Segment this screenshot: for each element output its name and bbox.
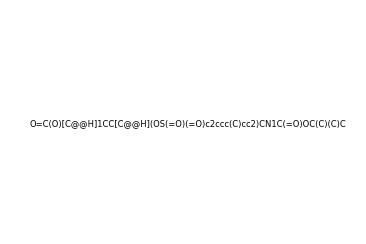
Text: O=C(O)[C@@H]1CC[C@@H](OS(=O)(=O)c2ccc(C)cc2)CN1C(=O)OC(C)(C)C: O=C(O)[C@@H]1CC[C@@H](OS(=O)(=O)c2ccc(C)… <box>29 119 346 128</box>
